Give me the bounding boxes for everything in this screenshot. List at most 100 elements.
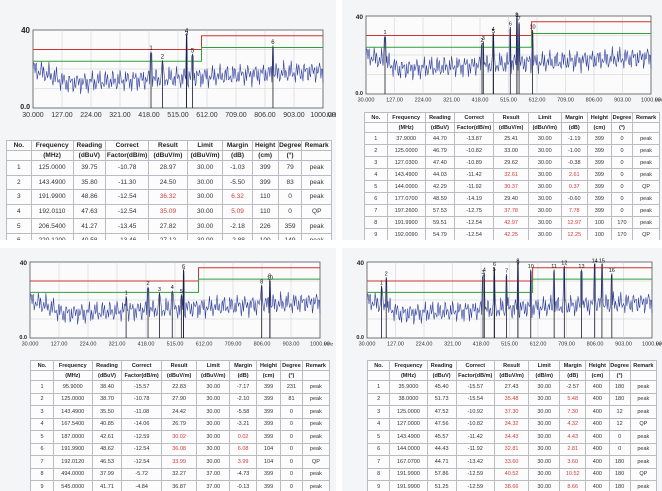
table-cell: 30.00 bbox=[186, 160, 224, 176]
table-cell: 30.00 bbox=[528, 180, 562, 193]
marker-label: 4 bbox=[483, 267, 486, 273]
table-cell: -2.88 bbox=[222, 232, 253, 240]
table-cell: 54.79 bbox=[424, 228, 456, 240]
table-row: 4 192.0110 47.63 -12.54 35.09 30.00 5.09 110 0 QP bbox=[6, 203, 332, 220]
table-cell: -5.58 bbox=[229, 405, 258, 419]
table-cell: 51.25 bbox=[426, 480, 457, 491]
table-row: 8 191.9900 57.86 -12.59 40.52 30.00 10.52 400 18… bbox=[366, 467, 658, 481]
table-cell: 40.52 bbox=[493, 467, 530, 481]
table-row: 3 125.0000 47.52 -10.92 37.30 30.00 7.30 400 12 p… bbox=[366, 405, 658, 419]
table-cell: 177.0700 bbox=[386, 192, 426, 205]
table-row: 5 143.4900 45.57 -11.42 34.43 30.00 4.43 400 0 pe… bbox=[366, 430, 658, 444]
column-header: Degree bbox=[610, 112, 634, 123]
table-cell: 8.66 bbox=[559, 480, 587, 491]
column-unit bbox=[301, 370, 331, 381]
emission-chart-2: 30.000 127.00 224.00 321.00 418.00 515.00 612.… bbox=[355, 12, 662, 104]
table-cell: 44.70 bbox=[424, 132, 456, 145]
table-cell: 81 bbox=[280, 392, 303, 406]
table-cell: 35.80 bbox=[72, 174, 107, 191]
table-cell: 3.60 bbox=[559, 455, 587, 469]
column-unit: (dBuV/m) bbox=[160, 370, 198, 381]
y-tick-top: 40 bbox=[21, 26, 30, 35]
table-cell: 143.4900 bbox=[53, 405, 93, 419]
column-header: Limit bbox=[528, 112, 562, 123]
table-cell: 220.1200 bbox=[30, 232, 74, 240]
column-header: Reading bbox=[426, 360, 457, 371]
column-unit: (°) bbox=[277, 150, 303, 161]
table-row: 6 177.0700 48.59 -14.19 29.40 30.00 -0.60 399 0 p… bbox=[364, 192, 660, 205]
marker-label: 9 bbox=[516, 260, 519, 266]
table-cell: -2.10 bbox=[229, 392, 258, 406]
x-tick-label: 806.00 bbox=[587, 342, 604, 348]
table-cell: 38.70 bbox=[91, 392, 123, 406]
table-cell: -0.13 bbox=[229, 480, 258, 491]
column-unit bbox=[366, 370, 391, 381]
x-tick-label: 418.00 bbox=[138, 342, 155, 348]
table-cell: 170 bbox=[610, 216, 634, 229]
table-cell: 36.32 bbox=[148, 189, 188, 205]
column-unit bbox=[301, 150, 332, 161]
table-row: 1 37.9000 44.70 -13.87 25.41 30.00 -1.19 399 0 pe… bbox=[364, 132, 660, 145]
table-cell: -15.57 bbox=[455, 380, 495, 394]
table-cell: peak bbox=[632, 132, 660, 145]
column-unit: (dB) bbox=[559, 370, 587, 381]
marker-label: 2 bbox=[385, 272, 388, 278]
table-cell: peak bbox=[632, 144, 660, 157]
table-cell: 5 bbox=[29, 430, 55, 444]
table-cell: 48.59 bbox=[424, 192, 456, 205]
table-cell: 37.78 bbox=[493, 204, 530, 217]
table-cell: 0 bbox=[280, 455, 303, 469]
table-cell: -5.50 bbox=[222, 174, 253, 191]
table-row: 4 127.0000 47.56 -10.82 34.32 30.00 4.32 400 12 Q… bbox=[366, 417, 658, 431]
column-header: Degree bbox=[608, 360, 631, 371]
table-cell: 34.43 bbox=[493, 430, 530, 444]
table-cell: 29.62 bbox=[493, 156, 530, 169]
table-cell: 3 bbox=[366, 405, 391, 419]
marker-label: 7 bbox=[182, 268, 185, 274]
table-cell: 4.43 bbox=[559, 430, 587, 444]
table-cell: QP bbox=[301, 455, 331, 469]
table-cell: 48.62 bbox=[91, 442, 123, 456]
table-cell: 44.03 bbox=[424, 168, 456, 181]
table-cell: 143.4900 bbox=[389, 430, 428, 444]
column-unit: (dBuV/m) bbox=[148, 150, 188, 161]
column-header: No. bbox=[364, 112, 388, 123]
table-cell: 12.97 bbox=[560, 216, 588, 229]
table-cell: 30.37 bbox=[493, 180, 530, 193]
table-row: 1 95.9000 38.40 -15.57 22.83 30.00 -7.17 399 231… bbox=[29, 380, 331, 394]
table-cell: 144.0000 bbox=[389, 442, 428, 456]
column-header: Remark bbox=[301, 140, 332, 151]
table-cell: 9 bbox=[364, 228, 388, 240]
marker-label: 8 bbox=[260, 279, 263, 285]
marker-label: 11 bbox=[551, 264, 557, 270]
column-unit bbox=[632, 122, 660, 133]
table-cell: 30.00 bbox=[528, 132, 562, 145]
table-cell: 0 bbox=[610, 180, 634, 193]
column-unit: (°) bbox=[608, 370, 631, 381]
x-tick-label: 612.00 bbox=[196, 112, 218, 119]
marker-label: 3 bbox=[481, 270, 484, 276]
x-tick-label: 806.00 bbox=[586, 98, 603, 104]
y-tick-top: 40 bbox=[357, 260, 365, 267]
table-cell: 0 bbox=[280, 417, 303, 431]
x-tick-label: 1000.00 bbox=[641, 98, 661, 104]
column-unit bbox=[364, 122, 388, 133]
x-tick-label: 418.00 bbox=[138, 112, 160, 119]
table-cell: 110 bbox=[251, 203, 279, 220]
marker-label: 5 bbox=[180, 289, 183, 295]
table-cell: peak bbox=[632, 168, 660, 181]
table-cell: QP bbox=[632, 180, 660, 193]
table-cell: 2 bbox=[366, 392, 391, 406]
table-cell: 37.9000 bbox=[386, 132, 426, 145]
column-unit bbox=[629, 370, 658, 381]
table-cell: 42.29 bbox=[424, 180, 456, 193]
table-cell: 191.9900 bbox=[386, 216, 426, 229]
table-cell: 6 bbox=[29, 442, 55, 456]
panel-bottom-left: 30.000 127.00 224.00 321.00 418.00 515.00 612.… bbox=[0, 248, 336, 491]
table-cell: 127.0300 bbox=[386, 156, 426, 169]
table-cell: 30.00 bbox=[196, 430, 231, 444]
table-cell: 400 bbox=[585, 405, 610, 419]
table-cell: 206.5400 bbox=[30, 218, 74, 234]
table-cell: 44.71 bbox=[426, 455, 457, 469]
table-cell: peak bbox=[301, 218, 332, 234]
